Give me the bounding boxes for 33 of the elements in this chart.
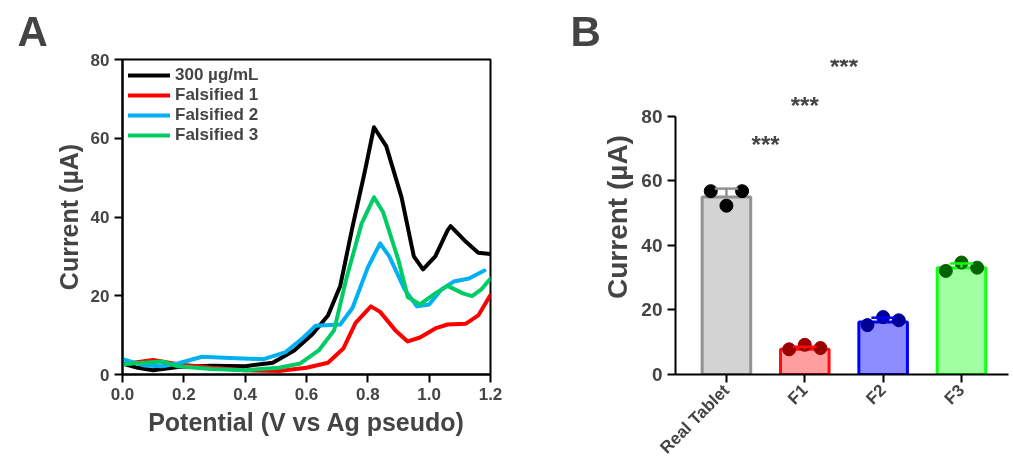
- x-tick-label: 0.4: [233, 384, 258, 404]
- legend-label: Falsified 1: [175, 85, 259, 105]
- x-tick-label: 0.8: [356, 384, 380, 404]
- y-tick-label: 80: [641, 105, 663, 127]
- y-tick-label: 40: [641, 234, 663, 256]
- x-tick-label: F3: [940, 380, 969, 409]
- y-tick-label: 60: [641, 170, 663, 192]
- legend-label: 300 µg/mL: [175, 65, 259, 85]
- y-axis-title: Current (µA): [602, 135, 634, 299]
- chart-title: B: [570, 7, 601, 55]
- y-tick-label: 40: [90, 208, 110, 227]
- annotation: ***: [751, 130, 781, 158]
- annotation: ***: [790, 91, 820, 119]
- x-tick-label: 1.0: [417, 384, 441, 404]
- x-tick-label: F1: [784, 380, 812, 409]
- x-tick-label: 0.6: [294, 384, 319, 404]
- y-tick-label: 0: [651, 364, 663, 385]
- bar: [935, 266, 988, 375]
- legend-label: Falsified 3: [175, 125, 259, 145]
- x-axis-title: Potential (V vs Ag pseudo): [148, 407, 464, 436]
- x-tick-label: F2: [862, 380, 890, 409]
- y-axis-title: Current (µA): [54, 143, 83, 291]
- x-tick-label: 1.2: [478, 384, 503, 404]
- chart-title: A: [17, 7, 48, 55]
- y-tick-label: 60: [90, 129, 110, 149]
- legend-label: Falsified 2: [175, 105, 259, 125]
- y-tick-label: 80: [90, 50, 110, 70]
- bar: [857, 320, 909, 375]
- y-tick-label: 0: [100, 365, 110, 385]
- y-tick-label: 20: [90, 286, 110, 306]
- x-tick-label: 0.2: [172, 384, 196, 404]
- x-tick-label: 0.0: [110, 384, 135, 404]
- y-tick-label: 20: [641, 299, 663, 321]
